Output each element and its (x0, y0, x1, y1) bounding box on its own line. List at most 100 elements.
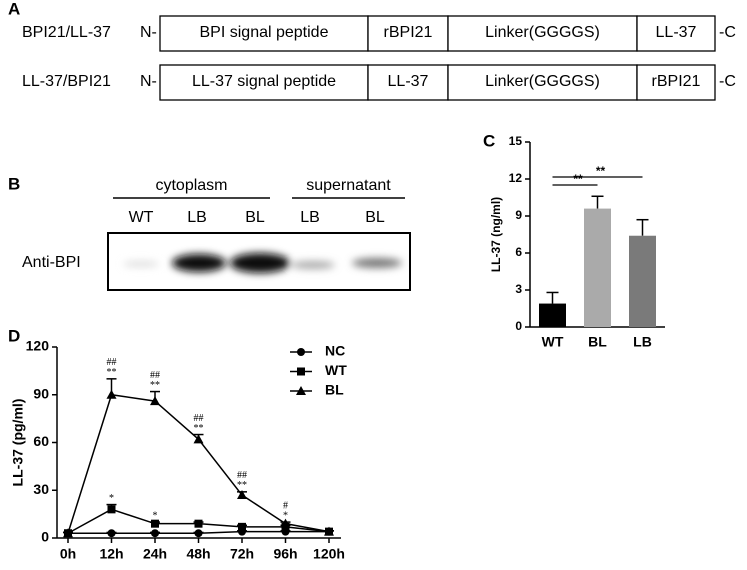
segment-label: LL-37 signal peptide (192, 73, 336, 90)
panel-label: D (8, 326, 20, 345)
group-label: supernatant (306, 177, 391, 194)
annotation: # (283, 500, 288, 511)
annotation: * (283, 510, 288, 521)
significance-label: ** (596, 164, 606, 178)
segment-box (367, 15, 449, 52)
segment-label: rBPI21 (652, 73, 701, 90)
y-tick-label: 0 (515, 319, 522, 333)
bar (539, 303, 566, 327)
annotation: ## (150, 370, 160, 381)
segment-label: LL-37 (388, 73, 429, 90)
lane-label: BL (245, 209, 265, 226)
legend-label: NC (325, 343, 345, 359)
legend-label: WT (325, 362, 347, 378)
c-terminus: -C (719, 73, 736, 90)
band (352, 258, 402, 268)
annotation: ## (107, 357, 117, 368)
segment-box (367, 64, 449, 101)
segment-label: Linker(GGGGS) (485, 73, 600, 90)
annotation: * (153, 510, 158, 521)
x-tick-label: 72h (230, 546, 254, 562)
band (123, 261, 159, 267)
band (230, 253, 290, 273)
lane-label: LB (300, 209, 320, 226)
x-tick-label: WT (542, 334, 564, 350)
marker (297, 367, 305, 376)
marker (237, 490, 247, 500)
panel-label: C (483, 131, 495, 150)
segment-label: BPI signal peptide (200, 24, 329, 41)
marker (280, 518, 291, 528)
marker (151, 529, 159, 538)
x-tick-label: 120h (313, 546, 345, 562)
c-terminus: -C (719, 24, 736, 41)
n-terminus: N- (140, 73, 157, 90)
blot (107, 232, 411, 291)
annotation: ** (237, 480, 247, 491)
band (172, 254, 226, 272)
marker (296, 386, 306, 395)
marker (106, 389, 117, 399)
y-axis-label: LL-37 (ng/ml) (489, 197, 503, 272)
marker (297, 348, 305, 356)
y-tick-label: 6 (515, 245, 522, 259)
annotation: ** (150, 380, 160, 391)
band (291, 261, 335, 269)
group-label: cytoplasm (155, 177, 227, 194)
marker (151, 519, 159, 528)
segment-box (159, 64, 369, 101)
annotation: * (109, 493, 114, 504)
y-tick-label: 15 (509, 134, 523, 148)
panel-label: B (8, 174, 20, 193)
segment-box (636, 64, 716, 101)
x-tick-label: 12h (99, 546, 123, 562)
lane-label: BL (365, 209, 385, 226)
marker (194, 519, 203, 528)
segment-box (447, 64, 638, 101)
y-tick-label: 9 (515, 208, 522, 222)
annotation: ** (194, 423, 204, 434)
legend-label: BL (325, 382, 344, 398)
y-tick-label: 60 (33, 433, 49, 449)
marker (194, 529, 203, 538)
x-tick-label: 0h (60, 546, 76, 562)
bar (629, 235, 656, 327)
y-tick-label: 3 (515, 282, 522, 296)
marker (324, 526, 334, 536)
annotation: ## (194, 413, 204, 424)
marker (238, 522, 246, 531)
y-tick-label: 0 (41, 529, 49, 545)
segment-label: rBPI21 (384, 24, 433, 41)
significance-label: ** (573, 172, 583, 186)
y-tick-label: 30 (33, 481, 49, 497)
marker (150, 396, 160, 406)
annotation: ** (107, 367, 117, 378)
lane-label: WT (129, 209, 154, 226)
y-tick-label: 90 (33, 385, 49, 401)
segment-box (159, 15, 369, 52)
x-tick-label: 48h (186, 546, 210, 562)
y-tick-label: 12 (509, 171, 523, 185)
y-axis-label: LL-37 (pg/ml) (10, 399, 26, 487)
x-tick-label: 24h (143, 546, 167, 562)
marker (63, 528, 73, 538)
annotation: ## (237, 470, 247, 481)
marker (193, 434, 204, 444)
n-terminus: N- (140, 24, 157, 41)
construct-name: LL-37/BPI21 (22, 73, 111, 90)
y-tick-label: 120 (26, 338, 50, 354)
x-tick-label: LB (633, 334, 652, 350)
segment-label: Linker(GGGGS) (485, 24, 600, 41)
antibody-label: Anti-BPI (22, 254, 81, 271)
construct-name: BPI21/LL-37 (22, 24, 111, 41)
x-tick-label: BL (588, 334, 607, 350)
segment-box (636, 15, 716, 52)
x-tick-label: 96h (273, 546, 297, 562)
segment-label: LL-37 (656, 24, 697, 41)
lane-label: LB (187, 209, 207, 226)
marker (107, 505, 116, 514)
bar (584, 208, 611, 327)
panel-label: A (8, 0, 20, 18)
marker (107, 529, 116, 538)
